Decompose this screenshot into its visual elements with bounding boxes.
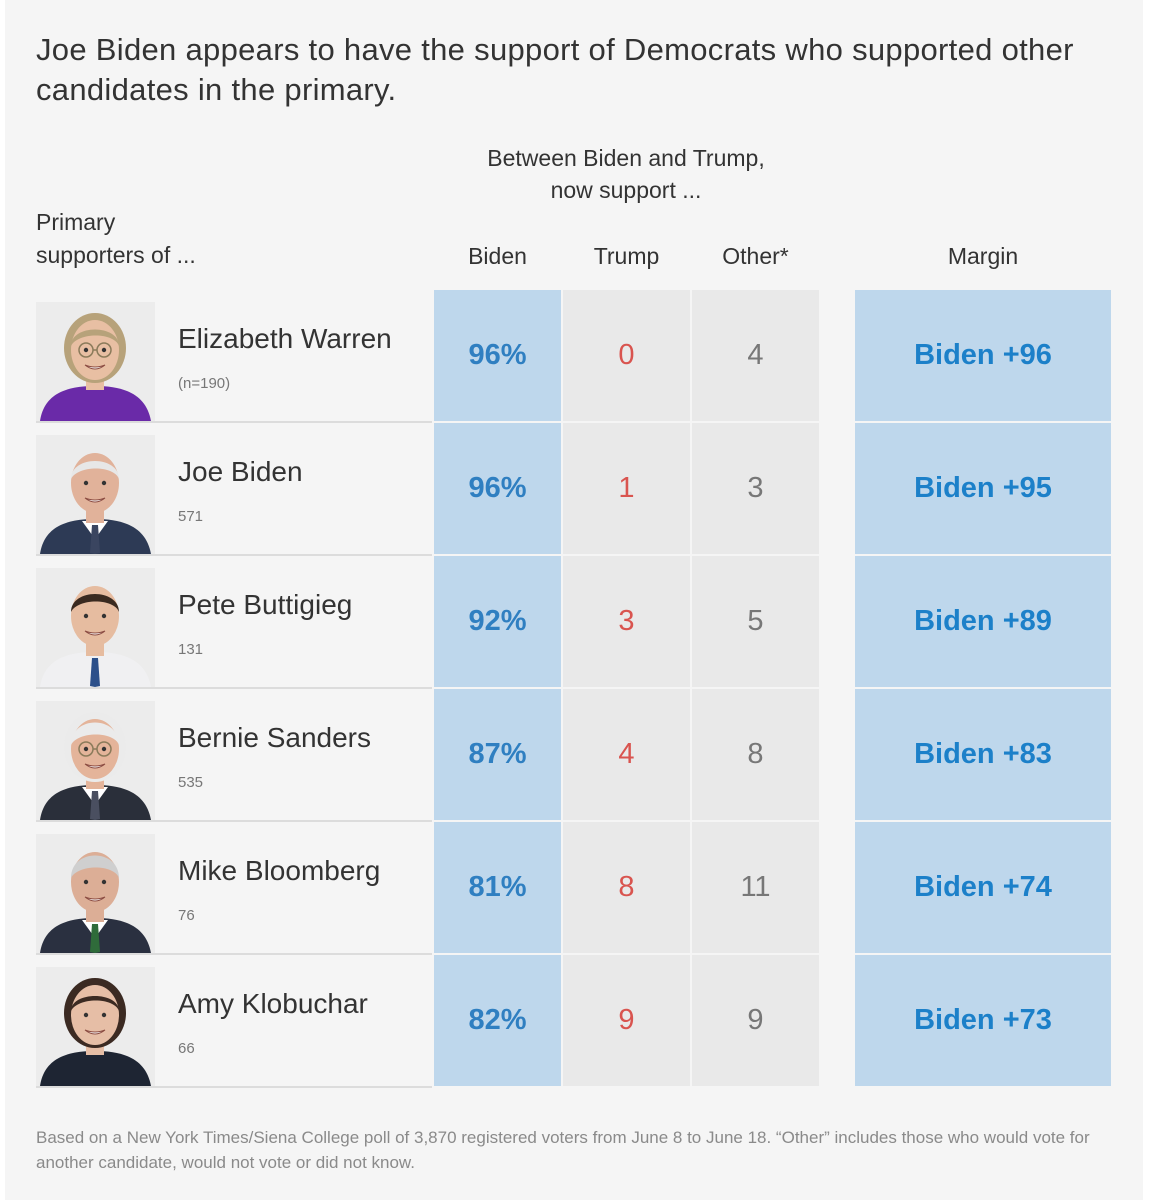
sample-size: 131 <box>178 641 204 658</box>
column-header-trump: Trump <box>593 243 660 269</box>
portrait-biden-icon <box>40 453 151 554</box>
other-share-cell: 5 <box>692 556 819 687</box>
row-header-line-1: Primary <box>36 209 116 235</box>
margin-cell: Biden +83 <box>855 689 1111 820</box>
candidate-name: Amy Klobuchar <box>178 988 368 1019</box>
column-group-header: Between Biden and Trump, now support ... <box>446 142 806 206</box>
portrait-buttigieg-icon <box>40 586 151 687</box>
other-share-cell: 9 <box>692 955 819 1086</box>
portrait-warren-icon <box>40 313 151 421</box>
biden-share-cell: 87% <box>434 689 561 820</box>
candidate-cell: Bernie Sanders 535 <box>36 689 432 822</box>
table-row: Bernie Sanders 535 87% 4 8 Biden +83 <box>36 689 1111 822</box>
chart-card: Joe Biden appears to have the support of… <box>5 0 1143 1200</box>
sample-size: 571 <box>178 508 204 525</box>
biden-share-cell: 96% <box>434 290 561 421</box>
trump-share-cell: 1 <box>563 423 690 554</box>
row-header-line-2: supporters of ... <box>36 242 196 268</box>
candidate-photo <box>36 967 155 1086</box>
sample-size: 76 <box>178 907 195 924</box>
margin-cell: Biden +89 <box>855 556 1111 687</box>
chart-title: Joe Biden appears to have the support of… <box>36 32 1074 107</box>
candidate-cell: Amy Klobuchar 66 <box>36 955 432 1088</box>
other-share-cell: 8 <box>692 689 819 820</box>
trump-share-cell: 0 <box>563 290 690 421</box>
candidate-photo <box>36 302 155 421</box>
table-row: Pete Buttigieg 131 92% 3 5 Biden +89 <box>36 556 1111 689</box>
table-row: Mike Bloomberg 76 81% 8 11 Biden +74 <box>36 822 1111 955</box>
other-share-cell: 3 <box>692 423 819 554</box>
candidate-name: Elizabeth Warren <box>178 323 392 354</box>
biden-share-cell: 96% <box>434 423 561 554</box>
table-row: Amy Klobuchar 66 82% 9 9 Biden +73 <box>36 955 1111 1088</box>
margin-cell: Biden +95 <box>855 423 1111 554</box>
biden-share-cell: 92% <box>434 556 561 687</box>
portrait-sanders-icon <box>40 712 151 820</box>
column-group-header-line-2: now support ... <box>550 177 702 203</box>
portrait-bloomberg-icon <box>40 852 151 953</box>
candidate-photo <box>36 701 155 820</box>
row-header: Primary supporters of ... <box>36 206 196 272</box>
column-header-margin: Margin <box>947 243 1019 269</box>
column-group-header-line-1: Between Biden and Trump, <box>487 145 765 171</box>
candidate-photo <box>36 834 155 953</box>
candidate-cell: Mike Bloomberg 76 <box>36 822 432 955</box>
candidate-cell: Joe Biden 571 <box>36 423 432 556</box>
margin-cell: Biden +73 <box>855 955 1111 1086</box>
trump-share-cell: 3 <box>563 556 690 687</box>
sample-size: (n=190) <box>178 375 231 392</box>
other-share-cell: 4 <box>692 290 819 421</box>
biden-share-cell: 81% <box>434 822 561 953</box>
sample-size: 535 <box>178 774 204 791</box>
portrait-klobuchar-icon <box>40 978 151 1086</box>
biden-share-cell: 82% <box>434 955 561 1086</box>
candidate-name: Pete Buttigieg <box>178 589 353 620</box>
column-header-biden: Biden <box>468 243 527 269</box>
trump-share-cell: 8 <box>563 822 690 953</box>
table-row: Elizabeth Warren (n=190) 96% 0 4 Biden +… <box>36 290 1111 423</box>
trump-share-cell: 4 <box>563 689 690 820</box>
candidate-cell: Elizabeth Warren (n=190) <box>36 290 432 423</box>
candidate-cell: Pete Buttigieg 131 <box>36 556 432 689</box>
candidate-name: Joe Biden <box>178 456 303 487</box>
margin-cell: Biden +74 <box>855 822 1111 953</box>
footnote: Based on a New York Times/Siena College … <box>36 1128 1090 1172</box>
candidate-photo <box>36 435 155 554</box>
sample-size: 66 <box>178 1040 195 1057</box>
trump-share-cell: 9 <box>563 955 690 1086</box>
other-share-cell: 11 <box>692 822 819 953</box>
margin-cell: Biden +96 <box>855 290 1111 421</box>
table-row: Joe Biden 571 96% 1 3 Biden +95 <box>36 423 1111 556</box>
candidate-photo <box>36 568 155 687</box>
candidate-name: Bernie Sanders <box>178 722 372 753</box>
candidate-name: Mike Bloomberg <box>178 855 381 886</box>
column-header-other: Other* <box>722 243 789 269</box>
